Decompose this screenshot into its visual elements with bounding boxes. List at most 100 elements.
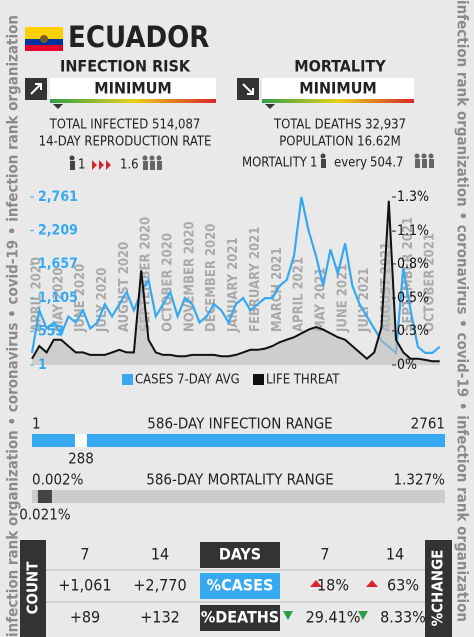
table-cell: +132 [140, 608, 180, 627]
flag [25, 27, 63, 51]
mortality-gradient [262, 99, 414, 103]
table-header: 7 [320, 545, 329, 564]
ratio-label: MORTALITY [242, 156, 308, 171]
people-icon [142, 155, 162, 170]
days-box [200, 542, 280, 568]
table-header: 14 [386, 545, 404, 564]
y2-tick-label: 1.1% [397, 223, 429, 239]
legend-swatch [122, 374, 133, 385]
change-label: %CHANGE [429, 550, 447, 627]
arrow-icon [242, 83, 254, 95]
down-arrow [358, 611, 368, 620]
ratio-word: every [334, 156, 367, 171]
rate-label: 14-DAY REPRODUCTION RATE [39, 135, 212, 150]
change-box [425, 540, 452, 637]
level-box [50, 78, 216, 99]
range-title: 586-DAY MORTALITY RANGE [146, 471, 334, 489]
table-cell: 8.33% [380, 608, 426, 627]
side-text: infection rank organization • coronaviru… [4, 15, 22, 637]
range-marker [37, 490, 52, 503]
side-text: infection rank organization • coronaviru… [454, 0, 472, 622]
range-max: 1.327% [394, 471, 446, 489]
table-cell: +89 [70, 608, 100, 627]
person-icon [69, 155, 75, 170]
y-tick-label: 2,761 [38, 189, 78, 205]
range-bar [32, 490, 445, 503]
risk-marker [53, 104, 63, 109]
y-tick-label: 553 [38, 323, 64, 339]
x-tick-label: JULY 2021 [357, 268, 372, 333]
x-tick-label: OCTOBER 2020 [161, 233, 176, 332]
x-tick-label: OCTOBER 2021 [423, 233, 438, 332]
country: ECUADOR [68, 20, 209, 54]
mortality-level: MINIMUM [299, 79, 376, 98]
y2-tick-label: 0.5% [397, 290, 429, 306]
table-cell: 18% [317, 576, 349, 595]
x-tick-label: APRIL 2021 [292, 257, 307, 332]
range-bar [32, 434, 445, 447]
risk-level: MINIMUM [94, 79, 171, 98]
person-icon [320, 153, 326, 168]
level-box [262, 78, 414, 99]
table-cell: %DEATHS [201, 608, 279, 627]
x-tick-label: AUGUST 2020 [117, 242, 132, 332]
range-min: 1 [32, 415, 41, 433]
table-header: DAYS [219, 545, 261, 564]
table-cells: 7 14 DAYS 7 14 +1,061 +2,770 %CASES 18% 63% +89 +13… [58, 545, 425, 627]
total-infected: TOTAL INFECTED 514,087 [49, 118, 201, 133]
line [30, 196, 441, 356]
up-arrow [366, 580, 378, 587]
down-arrow [283, 611, 293, 620]
table-cell: +2,770 [133, 576, 186, 595]
y-tick-label: 1,657 [38, 256, 78, 272]
y2-tick-label: 0% [397, 357, 417, 373]
total-deaths: TOTAL DEATHS 32,937 [273, 118, 406, 133]
table-cell: %CASES [207, 576, 274, 595]
table-header: 14 [151, 545, 169, 564]
x-tick-label: JUNE 2021 [335, 264, 350, 333]
line [31, 200, 440, 363]
range-marker [74, 434, 87, 447]
table-cell: +1,061 [58, 576, 111, 595]
y2-tick-label: 0.3% [397, 323, 429, 339]
range-current: 0.021% [19, 506, 71, 524]
x-tick-label: FEBRUARY 2021 [248, 227, 263, 332]
y2-tick-label: 0.8% [397, 256, 429, 272]
count-label: COUNT [24, 561, 42, 615]
legend-swatch [253, 374, 264, 385]
panel-title: INFECTION RISK [60, 57, 191, 76]
people-icon [414, 153, 434, 168]
rate-to: 1.6 [120, 158, 139, 173]
range-current: 288 [68, 450, 94, 468]
legend-label: LIFE THREAT [266, 373, 340, 388]
table-header: 7 [80, 545, 89, 564]
cases-box [200, 573, 280, 599]
mortality-marker [265, 104, 275, 109]
x-tick-label: JANUARY 2021 [226, 237, 241, 333]
risk-gradient [50, 99, 216, 103]
y2-tick-label: 1.3% [397, 189, 429, 205]
area [32, 200, 440, 365]
range-max: 2761 [411, 415, 445, 433]
y-tick-label: 1 [38, 357, 47, 373]
legend-label: CASES 7-DAY AVG [135, 373, 240, 388]
panel-title: MORTALITY [294, 57, 386, 76]
up-arrow [310, 580, 322, 587]
y-tick-label: 1,105 [38, 290, 78, 306]
table-cell: 63% [387, 576, 419, 595]
x-tick-label: MAY 2020 [51, 267, 66, 332]
y-tick-label: 2,209 [38, 223, 78, 239]
range-title: 586-DAY INFECTION RANGE [147, 415, 332, 433]
rate-arrows [92, 160, 111, 170]
population: POPULATION 16.62M [279, 135, 401, 150]
x-tick-label: NOVEMBER 2020 [182, 221, 197, 332]
rate-from: 1 [78, 158, 85, 173]
chart: APRIL 2020 MAY 2020 JUNE 2020 JULY 2020 AUGU… [30, 189, 441, 388]
count-box [20, 540, 46, 637]
table-cell: 29.41% [306, 608, 361, 627]
x-tick-label: SEPTEMBER 2021 [401, 217, 416, 332]
ratio-from: 1 [310, 156, 317, 171]
arrow-icon [30, 83, 42, 95]
ratio-to: 504.7 [370, 156, 403, 171]
